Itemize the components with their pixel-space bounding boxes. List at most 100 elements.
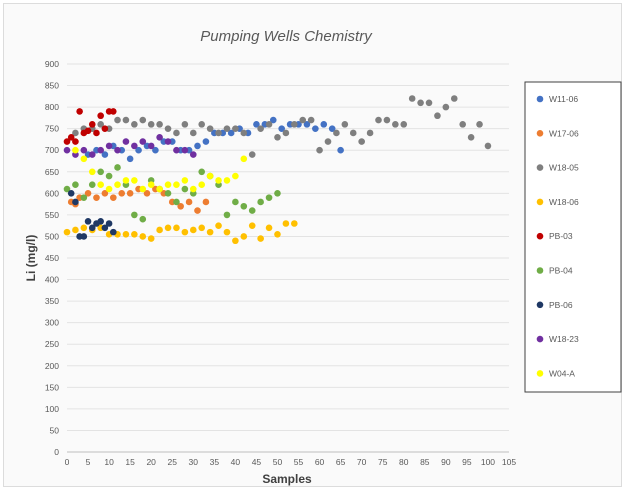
- data-point: [114, 181, 121, 189]
- data-point: [97, 112, 104, 120]
- data-point: [450, 95, 458, 102]
- data-point: [97, 146, 104, 154]
- data-point: [101, 224, 109, 232]
- x-tick-labels: 0 5 10 15 20 25 30 35 40 45 50 55 60 65 70 75 80 85 90 95 10…: [65, 457, 517, 467]
- legend-label: W18-23: [549, 334, 579, 344]
- data-point: [232, 237, 239, 245]
- data-point: [143, 190, 151, 197]
- legend-label: PB-06: [549, 300, 573, 310]
- data-point: [257, 198, 264, 206]
- data-point: [181, 146, 189, 154]
- data-point: [274, 133, 281, 141]
- data-point: [181, 228, 189, 236]
- data-point: [173, 181, 180, 189]
- data-point: [417, 99, 424, 107]
- data-point: [303, 121, 311, 128]
- legend-label: W18-05: [549, 163, 579, 173]
- data-point: [333, 129, 340, 137]
- data-point: [139, 116, 147, 124]
- data-point: [299, 116, 307, 124]
- data-point: [63, 138, 71, 145]
- data-point: [198, 181, 206, 189]
- data-point: [215, 129, 222, 137]
- data-point: [126, 155, 134, 163]
- data-point: [122, 177, 130, 184]
- data-point: [189, 226, 197, 234]
- data-point: [400, 121, 408, 128]
- data-points: [63, 95, 492, 245]
- data-point: [232, 198, 239, 206]
- x-tick-label: 25: [168, 457, 178, 467]
- data-point: [282, 220, 290, 227]
- data-point: [139, 215, 147, 223]
- data-point: [135, 146, 142, 154]
- data-point: [408, 95, 416, 102]
- data-point: [223, 177, 231, 184]
- x-tick-label: 80: [399, 457, 409, 467]
- series-PB-06: [67, 190, 117, 240]
- legend-marker: [536, 232, 544, 240]
- data-point: [240, 202, 248, 210]
- data-point: [173, 198, 180, 206]
- data-point: [88, 181, 96, 189]
- data-point: [139, 185, 147, 193]
- data-point: [248, 207, 256, 214]
- data-point: [80, 233, 88, 240]
- data-point: [88, 224, 96, 232]
- data-point: [206, 172, 214, 180]
- data-point: [101, 151, 109, 158]
- data-point: [72, 138, 79, 145]
- data-point: [181, 185, 189, 193]
- y-tick-label: 100: [45, 404, 59, 414]
- x-tick-label: 65: [336, 457, 346, 467]
- data-point: [181, 177, 189, 184]
- data-point: [101, 190, 109, 197]
- data-point: [265, 224, 273, 232]
- data-point: [114, 116, 121, 124]
- data-point: [223, 211, 231, 219]
- y-tick-label: 0: [54, 447, 59, 457]
- data-point: [312, 125, 319, 132]
- data-point: [139, 233, 147, 240]
- legend-marker: [536, 164, 544, 171]
- data-point: [282, 129, 290, 137]
- data-point: [164, 181, 172, 189]
- x-tick-label: 85: [420, 457, 430, 467]
- y-tick-label: 50: [50, 425, 60, 435]
- data-point: [198, 168, 206, 176]
- data-point: [110, 108, 117, 115]
- data-point: [126, 190, 134, 197]
- data-point: [215, 177, 222, 184]
- data-point: [101, 125, 109, 132]
- data-point: [164, 138, 172, 145]
- legend-label: W04-A: [549, 368, 575, 378]
- x-axis-label: Samples: [262, 472, 312, 486]
- data-point: [215, 222, 222, 229]
- data-point: [131, 177, 138, 184]
- legend-item: PB-04: [536, 266, 573, 276]
- x-tick-label: 45: [252, 457, 262, 467]
- data-point: [131, 211, 138, 219]
- data-point: [265, 194, 273, 201]
- data-point: [156, 121, 163, 128]
- y-tick-label: 600: [45, 188, 59, 198]
- legend-item: W11-06: [536, 94, 578, 104]
- data-point: [349, 129, 357, 137]
- x-tick-label: 0: [65, 457, 70, 467]
- y-tick-label: 900: [45, 59, 59, 69]
- data-point: [97, 168, 104, 176]
- data-point: [189, 129, 197, 137]
- data-point: [392, 121, 399, 128]
- data-point: [274, 190, 281, 197]
- data-point: [63, 185, 71, 193]
- data-point: [173, 146, 180, 154]
- data-point: [139, 138, 147, 145]
- data-point: [257, 235, 264, 242]
- x-tick-label: 60: [315, 457, 325, 467]
- data-point: [97, 218, 104, 225]
- data-point: [118, 190, 126, 197]
- data-point: [131, 230, 138, 238]
- data-point: [337, 146, 344, 154]
- y-tick-label: 500: [45, 231, 59, 241]
- data-point: [223, 125, 231, 132]
